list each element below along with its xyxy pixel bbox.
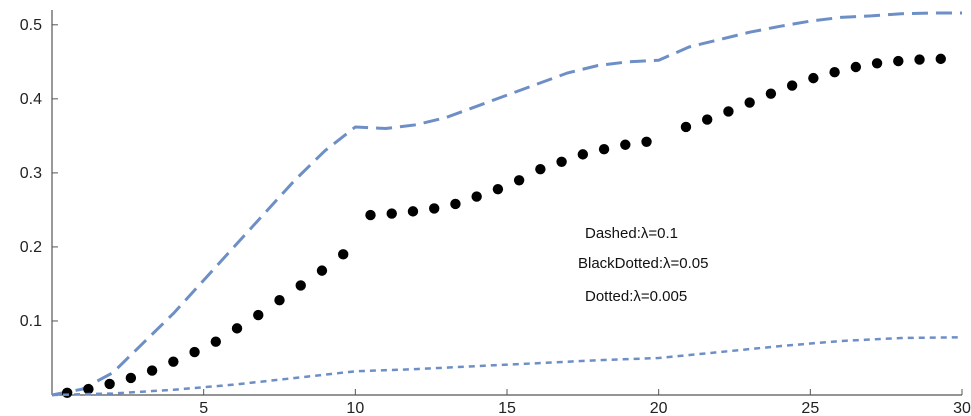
data-point <box>429 203 440 214</box>
data-point <box>407 206 419 217</box>
y-ticks: 0.1 0.2 0.3 0.4 0.5 <box>20 17 58 330</box>
data-point <box>492 183 504 195</box>
data-point <box>189 346 200 358</box>
data-point <box>577 149 589 160</box>
series-dashed <box>51 11 962 397</box>
data-point <box>680 121 692 133</box>
legend: Dashed:λ=0.1 BlackDotted:λ=0.05 Dotted:λ… <box>578 225 709 305</box>
y-tick-label: 0.2 <box>20 239 42 256</box>
legend-entry-dashed: Dashed:λ=0.1 <box>585 225 678 242</box>
data-point <box>829 66 840 78</box>
y-tick-label: 0.1 <box>20 313 42 330</box>
legend-entry-black-dotted: BlackDotted:λ=0.05 <box>578 255 709 272</box>
data-point <box>253 309 264 321</box>
data-point <box>641 136 652 147</box>
x-tick-label: 30 <box>953 400 971 416</box>
legend-entry-dotted: Dotted:λ=0.005 <box>585 288 687 305</box>
data-point <box>471 191 482 202</box>
data-point <box>231 323 243 334</box>
series-dotted <box>51 336 963 397</box>
x-tick-label: 10 <box>346 400 364 416</box>
data-point <box>808 72 819 84</box>
x-ticks: 5 10 15 20 25 30 <box>199 389 971 416</box>
data-point <box>365 209 376 221</box>
data-point <box>744 97 755 108</box>
data-point <box>104 378 115 390</box>
data-point <box>535 163 546 175</box>
x-tick-label: 20 <box>650 400 668 416</box>
data-point <box>723 106 734 117</box>
data-point <box>620 139 631 150</box>
x-tick-label: 25 <box>801 400 819 416</box>
data-point <box>450 198 461 210</box>
y-tick-label: 0.4 <box>20 91 42 108</box>
series-layer <box>51 11 963 398</box>
data-point <box>295 280 306 291</box>
data-point <box>146 365 158 376</box>
data-point <box>765 88 777 99</box>
x-tick-label: 5 <box>199 400 208 416</box>
y-tick-label: 0.3 <box>20 165 42 182</box>
axes: 5 10 15 20 25 30 0.1 0.2 0.3 0.4 0.5 <box>20 10 971 416</box>
series-black-dotted <box>61 53 946 398</box>
data-point <box>61 387 73 398</box>
y-tick-label: 0.5 <box>20 17 42 34</box>
data-point <box>125 372 137 384</box>
data-point <box>83 383 94 395</box>
data-point <box>386 208 397 219</box>
data-point <box>702 114 713 125</box>
data-point <box>935 53 946 65</box>
data-point <box>914 54 925 65</box>
x-tick-label: 15 <box>498 400 516 416</box>
data-point <box>786 80 798 91</box>
data-point <box>893 55 904 67</box>
data-point <box>871 58 883 69</box>
data-point <box>598 143 610 155</box>
data-point <box>513 175 525 186</box>
data-point <box>338 249 349 260</box>
data-point <box>556 156 567 167</box>
data-point <box>316 265 328 276</box>
data-point <box>168 356 179 367</box>
data-point <box>210 336 221 347</box>
data-point <box>274 295 285 306</box>
data-point <box>850 61 862 73</box>
